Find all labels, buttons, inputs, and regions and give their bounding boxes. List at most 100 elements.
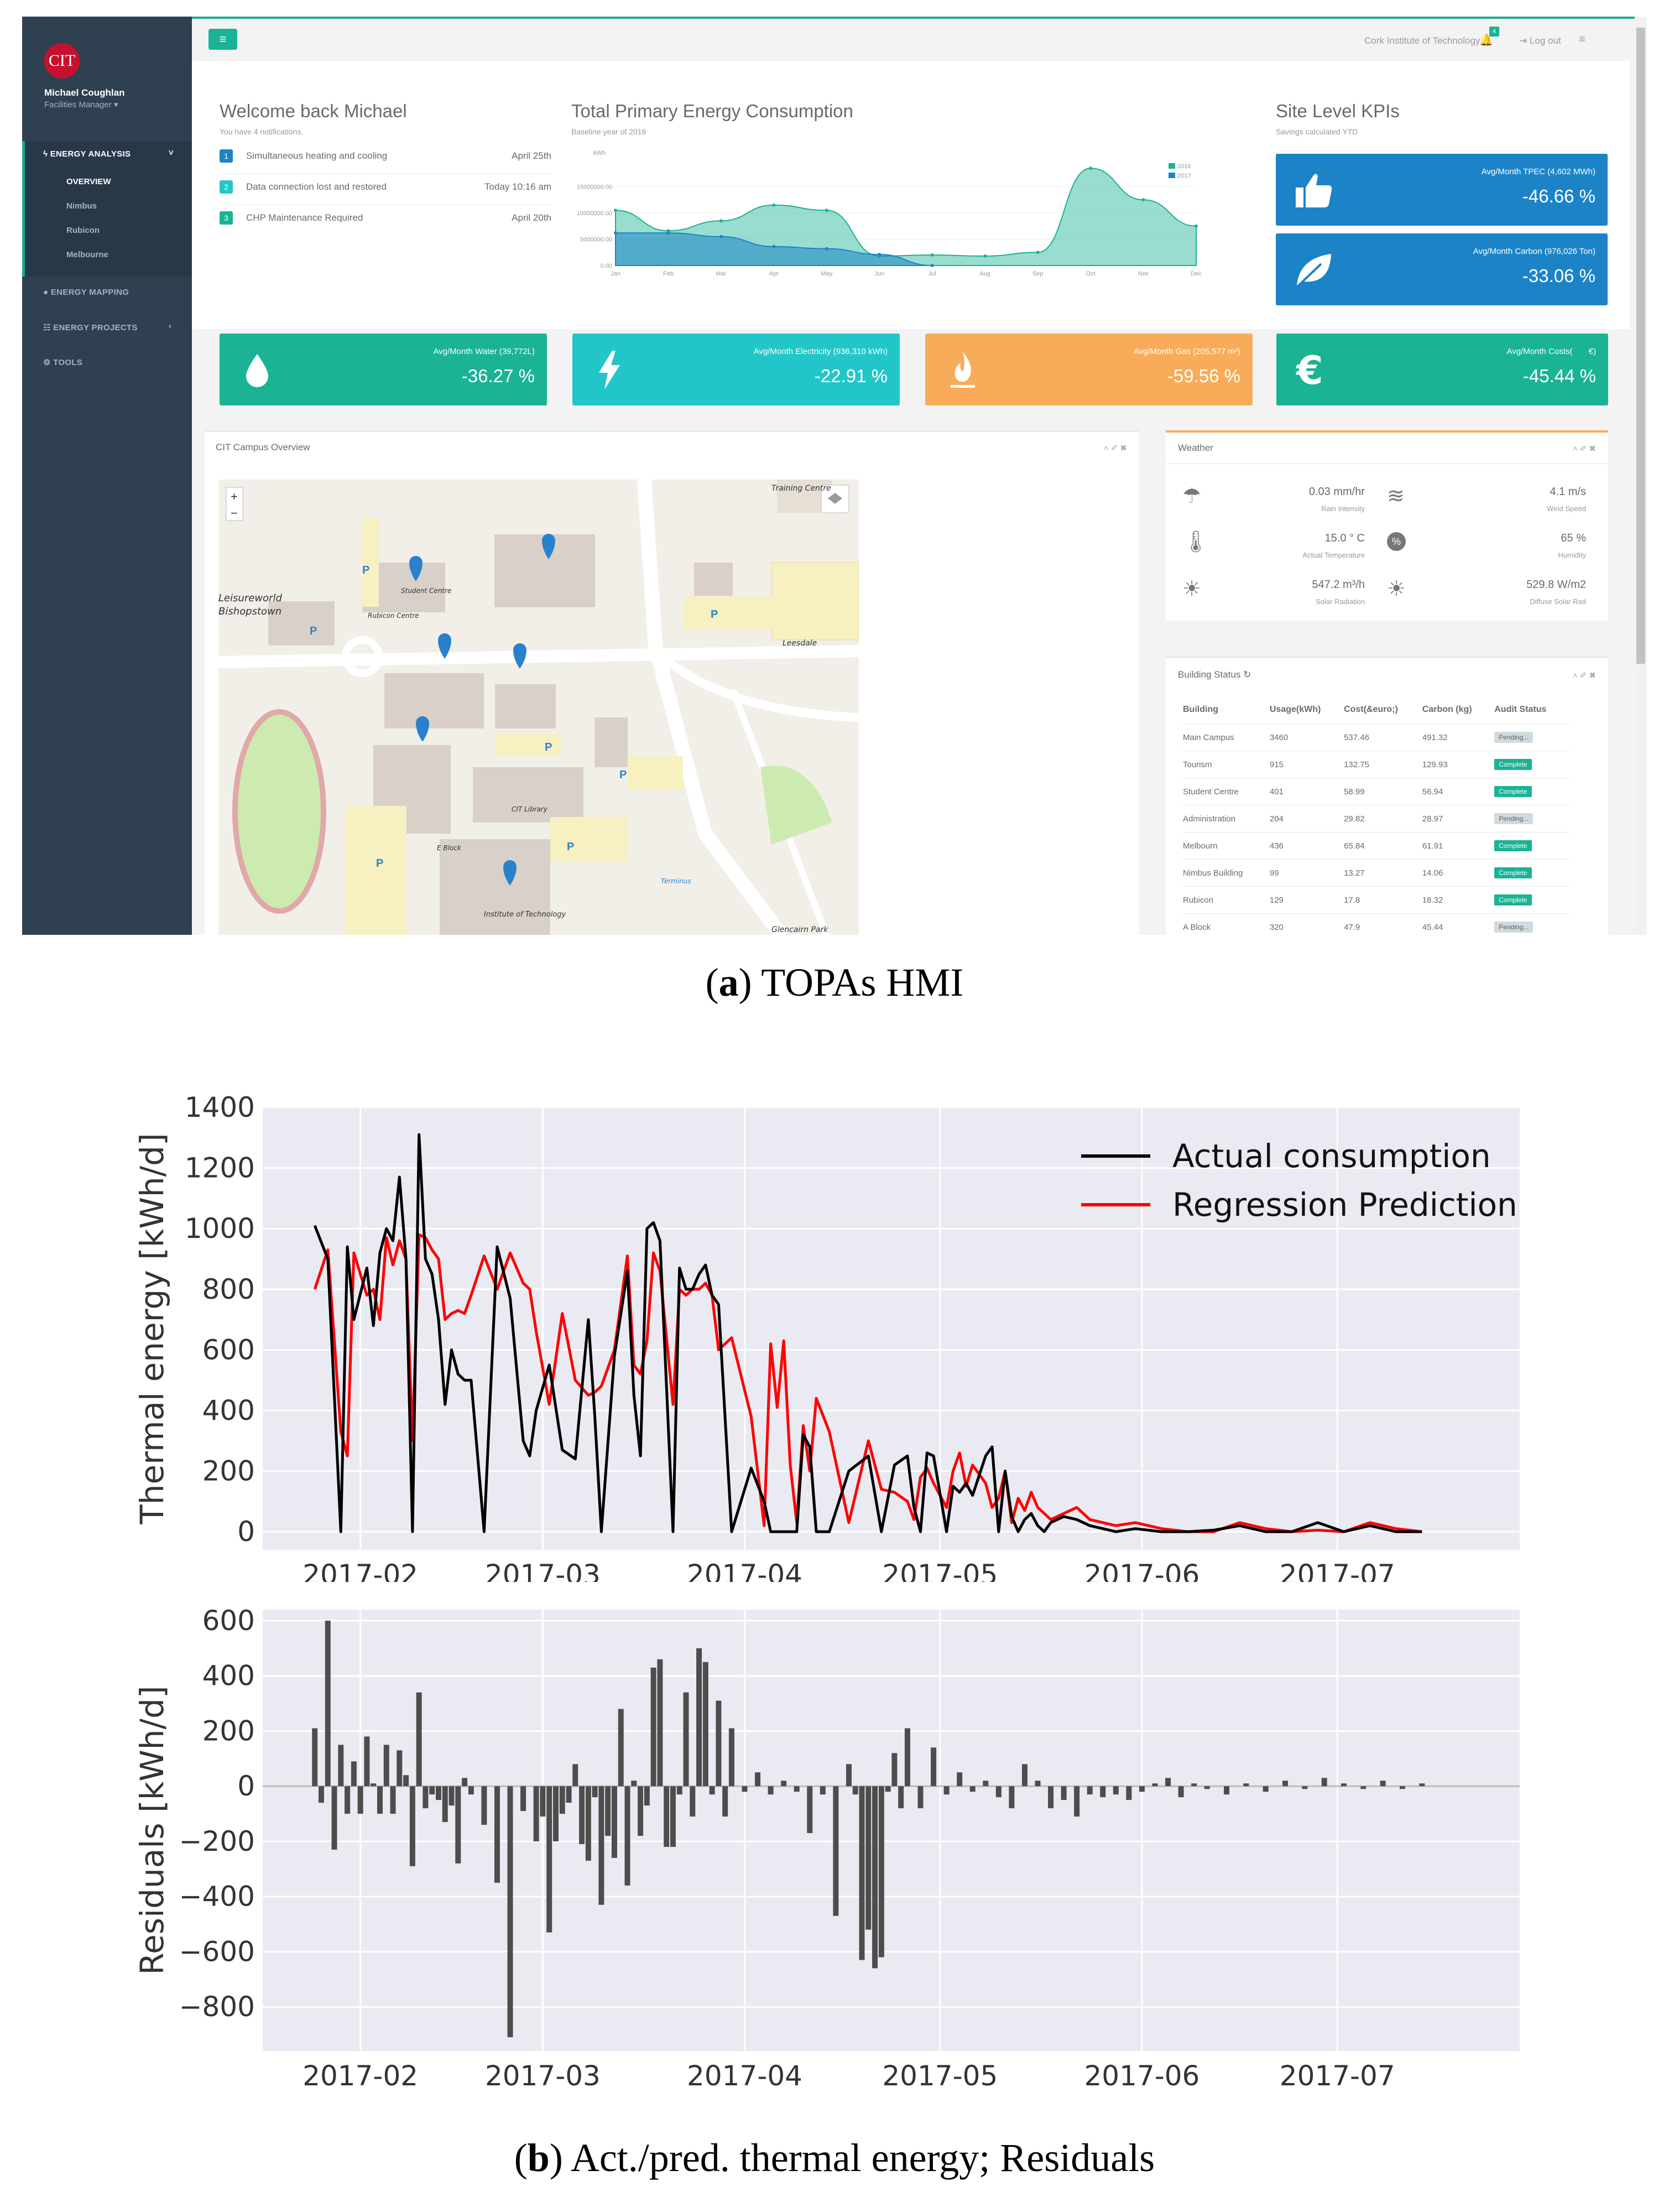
kpi-value: -33.06 % — [1522, 266, 1595, 286]
settings-list-icon[interactable]: ≡ — [1579, 33, 1585, 45]
kpi-electricity[interactable]: Avg/Month Electricity (936,310 kWh) -22.… — [572, 334, 900, 405]
residual-bar — [325, 1620, 331, 1787]
caption-letter: a — [718, 960, 739, 1004]
table-row[interactable]: Student Centre 401 58.99 56.94 Complete — [1182, 778, 1569, 805]
table-row[interactable]: Administration 204 29.82 28.97 Pending... — [1182, 805, 1569, 832]
column-header[interactable]: Cost(&euro;) — [1343, 696, 1422, 724]
caption-text: TOPAs HMI — [761, 960, 964, 1004]
user-role-dropdown[interactable]: Facilities Manager ▾ — [44, 100, 118, 110]
nav-active-group — [22, 141, 195, 277]
kpi-water[interactable]: Avg/Month Water (39,772L) -36.27 % — [220, 334, 547, 405]
table-cell: 29.82 — [1343, 805, 1422, 832]
residual-bar — [1419, 1783, 1425, 1787]
campus-title: CIT Campus Overview — [216, 442, 310, 452]
residual-bar — [1152, 1783, 1158, 1787]
x-tick-label: 2017-03 — [485, 1559, 601, 1582]
audit-status-cell: Complete — [1494, 778, 1569, 805]
zoom-in-button[interactable]: + — [231, 490, 238, 503]
chevron-down-icon[interactable]: ˅ — [169, 148, 174, 158]
scrollbar-track[interactable] — [1635, 17, 1647, 935]
notification-item[interactable]: 3 CHP Maintenance Required April 20th — [220, 205, 551, 236]
sidebar-item-rubicon[interactable]: Rubicon — [66, 226, 100, 235]
data-point — [983, 254, 987, 258]
map-marker[interactable] — [542, 534, 555, 559]
column-header[interactable]: Carbon (kg) — [1421, 696, 1494, 724]
map-marker[interactable] — [409, 556, 423, 581]
table-cell: 99 — [1269, 859, 1344, 887]
kpi-label: Avg/Month Carbon (976,026 Ton) — [1473, 247, 1595, 256]
unit-label: kWh — [593, 150, 606, 157]
panel-controls[interactable]: ˄ ✐ ✖ — [1572, 444, 1596, 454]
table-row[interactable]: Main Campus 3460 537.46 491.32 Pending... — [1182, 724, 1569, 751]
sidebar-item-overview[interactable]: OVERVIEW — [66, 177, 111, 186]
map-markers — [409, 534, 555, 886]
table-cell: Rubicon — [1182, 886, 1269, 914]
sidebar-item-melbourne[interactable]: Melbourne — [66, 250, 108, 259]
nav-energy-projects[interactable]: ☷ ENERGY PROJECTS — [43, 323, 138, 332]
column-header[interactable]: Building — [1182, 696, 1269, 724]
chevron-left-icon[interactable]: ‹ — [169, 321, 172, 331]
table-cell: 47.9 — [1343, 913, 1422, 935]
nav-energy-mapping[interactable]: ● ENERGY MAPPING — [43, 288, 129, 297]
nav-energy-analysis[interactable]: ϟ ENERGY ANALYSIS — [43, 149, 131, 159]
menu-toggle-button[interactable]: ≡ — [208, 29, 237, 50]
sidebar-item-nimbus[interactable]: Nimbus — [66, 201, 97, 211]
logout-link[interactable]: ⇥ Log out — [1519, 35, 1561, 46]
weather-label: Wind Speed — [1547, 504, 1586, 513]
x-tick-label: Mar — [716, 270, 726, 277]
zoom-out-button[interactable]: − — [231, 506, 238, 520]
data-point — [772, 203, 776, 207]
table-cell: 13.27 — [1343, 859, 1422, 887]
residual-bar — [1360, 1786, 1367, 1789]
x-tick-label: Jan — [611, 270, 620, 277]
kpi-label: Avg/Month Costs( €) — [1506, 347, 1596, 356]
column-header[interactable]: Usage(kWh) — [1269, 696, 1344, 724]
bell-icon[interactable]: 🔔 — [1479, 34, 1493, 46]
column-header[interactable]: Audit Status — [1494, 696, 1569, 724]
table-row[interactable]: Rubicon 129 17.8 18.32 Complete — [1182, 886, 1569, 914]
building-status-title[interactable]: Building Status ↻ — [1178, 669, 1251, 680]
campus-map[interactable]: + − Leisureworld Bishopstown Rubicon Cen… — [218, 480, 859, 935]
caption-a: (a) TOPAs HMI — [705, 960, 964, 1004]
welcome-subtitle: You have 4 notifications. — [220, 127, 304, 136]
kpi-tpec[interactable]: Avg/Month TPEC (4,602 MWh) -46.66 % — [1276, 154, 1608, 226]
series-2016-area — [615, 168, 1197, 266]
x-tick-label: Dec — [1191, 270, 1202, 277]
kpi-gas[interactable]: Avg/Month Gas (205,577 m³) -59.56 % — [925, 334, 1253, 405]
notification-item[interactable]: 1 Simultaneous heating and cooling April… — [220, 143, 551, 174]
table-row[interactable]: Melbourn 436 65.84 61.91 Complete — [1182, 832, 1569, 860]
panel-controls[interactable]: ˄ ✐ ✖ — [1572, 671, 1596, 680]
kpi-label: Avg/Month Electricity (936,310 kWh) — [753, 347, 888, 356]
map-marker[interactable] — [438, 633, 451, 659]
notification-text: Simultaneous heating and cooling — [246, 150, 388, 161]
weather-label: Humidity — [1558, 551, 1586, 559]
nav-tools[interactable]: ⚙ TOOLS — [43, 358, 83, 367]
table-cell: 58.99 — [1343, 778, 1422, 805]
layers-icon[interactable] — [828, 493, 842, 504]
site-kpis-subtitle: Savings calculated YTD — [1276, 127, 1358, 136]
panel-controls[interactable]: ˄ ✐ ✖ — [1103, 444, 1127, 453]
notification-item[interactable]: 2 Data connection lost and restored Toda… — [220, 174, 551, 205]
table-row[interactable]: Tourism 915 132.75 129.93 Complete — [1182, 751, 1569, 778]
kpi-value: -45.44 % — [1522, 366, 1596, 386]
kpi-carbon[interactable]: Avg/Month Carbon (976,026 Ton) -33.06 % — [1276, 233, 1608, 305]
residual-bar — [716, 1700, 722, 1787]
residual-bar — [611, 1786, 617, 1858]
scrollbar-thumb[interactable] — [1636, 28, 1645, 664]
residual-bar — [312, 1728, 318, 1787]
status-badge: Complete — [1494, 867, 1532, 878]
residual-bar — [904, 1728, 910, 1787]
residual-bar — [859, 1786, 865, 1960]
parking-icon: P — [711, 608, 718, 621]
map-marker[interactable] — [416, 716, 429, 742]
table-row[interactable]: Nimbus Building 99 13.27 14.06 Complete — [1182, 859, 1569, 887]
residual-bar — [931, 1747, 937, 1787]
x-tick-label: 2017-04 — [687, 1559, 802, 1582]
table-cell: Main Campus — [1182, 724, 1269, 751]
map-marker[interactable] — [503, 860, 517, 886]
kpi-costs[interactable]: € Avg/Month Costs( €) -45.44 % — [1276, 334, 1608, 405]
map-marker[interactable] — [513, 643, 526, 669]
residual-bar — [1048, 1786, 1054, 1809]
kpi-label: Avg/Month TPEC (4,602 MWh) — [1481, 167, 1595, 176]
table-row[interactable]: A Block 320 47.9 45.44 Pending... — [1182, 913, 1569, 935]
